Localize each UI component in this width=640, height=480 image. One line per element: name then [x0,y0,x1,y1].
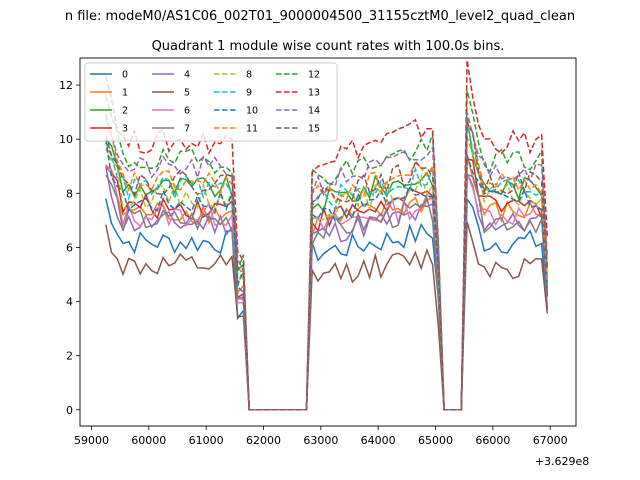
legend-label-12: 12 [308,70,320,81]
series-group [105,60,549,411]
legend-label-2: 2 [122,106,128,117]
legend-frame [84,62,338,142]
legend-label-6: 6 [184,106,190,117]
legend-label-10: 10 [246,106,258,117]
x-tick-label: 63000 [303,434,338,447]
y-tick-label: 6 [66,241,73,254]
legend-label-9: 9 [246,88,252,99]
legend-label-8: 8 [246,70,252,81]
x-tick-label: 65000 [418,434,453,447]
series-line-7 [105,173,549,411]
legend-label-5: 5 [184,88,190,99]
series-line-12 [105,90,549,411]
x-tick-label: 66000 [475,434,510,447]
series-line-14 [105,112,549,411]
legend-label-3: 3 [122,124,128,135]
chart-suptitle: n file: modeM0/AS1C06_002T01_9000004500_… [65,9,575,24]
x-tick-label: 60000 [131,434,166,447]
legend-label-7: 7 [184,124,190,135]
x-tick-label: 62000 [246,434,281,447]
plot-area [79,57,577,427]
legend-label-13: 13 [308,88,320,99]
y-tick-label: 10 [59,133,73,146]
legend-label-14: 14 [308,106,320,117]
series-line-8 [105,136,549,411]
series-line-9 [105,120,549,411]
series-line-5 [105,221,549,411]
series-line-0 [105,196,549,411]
chart-title: Quadrant 1 module wise count rates with … [152,39,505,54]
legend-label-1: 1 [122,88,128,99]
x-tick-label: 61000 [189,434,224,447]
x-offset-label: +3.629e8 [535,455,589,468]
y-tick-label: 4 [66,296,73,309]
x-tick-label: 59000 [74,434,109,447]
plot-frame [79,57,577,427]
series-line-10 [105,138,549,411]
legend-label-4: 4 [184,70,190,81]
x-tick-label: 64000 [361,434,396,447]
y-tick-label: 0 [66,404,73,417]
legend-label-15: 15 [308,124,320,135]
series-line-6 [105,163,549,411]
legend-label-0: 0 [122,70,128,81]
legend-label-11: 11 [246,124,258,135]
y-axis: 0 2 4 6 8 10 12 [59,79,80,417]
x-axis: 59000 60000 61000 62000 63000 64000 65000 66000… [74,426,568,447]
x-tick-label: 67000 [533,434,568,447]
series-line-11 [105,119,549,411]
y-tick-label: 12 [59,79,73,92]
series-line-15 [105,120,549,411]
y-tick-label: 8 [66,187,73,200]
y-tick-label: 2 [66,350,73,363]
